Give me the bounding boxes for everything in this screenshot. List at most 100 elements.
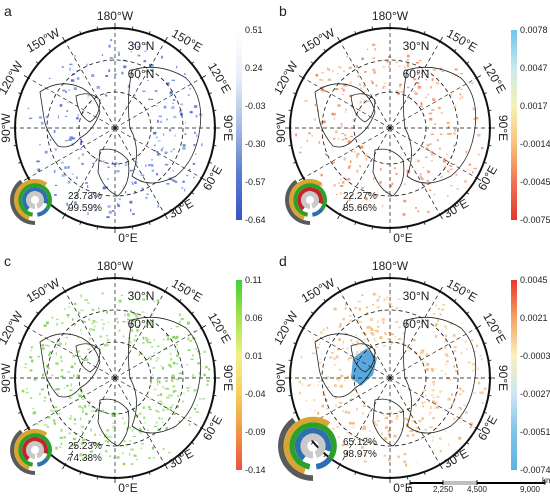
colorbar xyxy=(511,280,517,470)
lat-label-30n: 30°N xyxy=(128,39,155,53)
lat-label-60n: 60°N xyxy=(128,67,155,81)
lon-label-180w: 180°W xyxy=(372,259,409,273)
lat-label-30n: 30°N xyxy=(128,289,155,303)
meridian-line xyxy=(114,41,166,129)
inset-ring-chart xyxy=(10,429,53,475)
land-outline xyxy=(350,343,376,373)
colorbar-tick-label: -0.0027 xyxy=(520,389,550,399)
colorbar-tick-label: -0.57 xyxy=(245,177,266,187)
inset-percent-bottom: 98.97% xyxy=(343,449,377,460)
colorbar-tick-label: 0.24 xyxy=(245,63,263,73)
colorbar-tick-label: -0.64 xyxy=(245,215,266,225)
meridian-line xyxy=(114,127,166,215)
inset-percent-top: 25.23% xyxy=(68,441,102,452)
colorbar xyxy=(236,30,242,220)
lon-label-120e: 120°E xyxy=(480,310,509,345)
lon-label-90e: 90°E xyxy=(496,115,510,141)
land-outline xyxy=(39,83,101,148)
inset-percent-bottom: 85.66% xyxy=(343,203,377,214)
colorbar-tick-label: -0.0051 xyxy=(520,427,550,437)
lon-label-90w: 90°W xyxy=(0,363,13,393)
meridian-line xyxy=(389,327,477,379)
land-outline xyxy=(314,83,376,148)
meridian-line xyxy=(28,77,116,129)
meridian-line xyxy=(339,291,391,379)
inset-percent-top: 65.12% xyxy=(343,437,377,448)
colorbar-tick-label: -0.0003 xyxy=(520,351,550,361)
lon-label-90e: 90°E xyxy=(496,365,510,391)
colorbar-tick-label: 0.11 xyxy=(245,275,262,285)
lat-label-60n: 60°N xyxy=(403,317,430,331)
inset-percent-bottom: 74.38% xyxy=(68,453,102,464)
lon-label-30e: 30°E xyxy=(441,446,471,471)
meridian-line xyxy=(114,327,202,379)
meridian-line xyxy=(389,127,477,179)
inset-ring-chart xyxy=(10,179,53,225)
lon-label-30e: 30°E xyxy=(166,196,196,221)
lat-label-30n: 30°N xyxy=(403,289,430,303)
land-outline xyxy=(39,333,101,398)
colorbar-tick-label: 0.0045 xyxy=(520,275,548,285)
meridian-line xyxy=(114,377,166,465)
meridian-line xyxy=(389,127,441,215)
scale-label-2: 4,500 xyxy=(467,485,488,494)
meridian-line xyxy=(64,41,116,129)
inset-ring-chart xyxy=(285,179,328,225)
colorbar xyxy=(236,280,242,470)
meridian-line xyxy=(303,377,391,429)
meridian-line xyxy=(28,377,116,429)
meridian-line xyxy=(339,127,391,215)
land-outline xyxy=(75,343,101,373)
land-outline xyxy=(97,398,130,447)
colorbar-tick-label: -0.09 xyxy=(245,427,266,437)
lon-label-60e: 60°E xyxy=(475,413,500,443)
lon-label-0e: 0°E xyxy=(118,481,137,495)
lon-label-120e: 120°E xyxy=(480,60,509,95)
colorbar-tick-label: -0.30 xyxy=(245,139,266,149)
meridian-line xyxy=(389,377,477,429)
lon-label-60e: 60°E xyxy=(200,413,225,443)
lon-label-90w: 90°W xyxy=(275,363,288,393)
land-outline xyxy=(75,93,101,123)
lat-label-30n: 30°N xyxy=(403,39,430,53)
colorbar-tick-label: 0.0021 xyxy=(520,313,548,323)
lon-label-0e: 0°E xyxy=(393,481,412,495)
latitude-circle xyxy=(46,309,184,447)
scale-bar: 0 2,250 4,500 9,000 km xyxy=(408,476,550,494)
meridian-line xyxy=(114,291,166,379)
lat-label-60n: 60°N xyxy=(128,317,155,331)
panel-d: d 180°W 150°W 150°E 120°W 120°E 90°W 90°E 60°E 30… xyxy=(275,250,550,500)
meridian-line xyxy=(64,291,116,379)
colorbar-tick-label: -0.03 xyxy=(245,101,266,111)
meridian-line xyxy=(303,127,391,179)
lon-label-180w: 180°W xyxy=(372,9,409,23)
meridian-line xyxy=(114,377,202,429)
inset-percent-top: 22.27% xyxy=(343,191,377,202)
colorbar-tick-label: 0.01 xyxy=(245,351,263,361)
meridian-line xyxy=(389,377,441,465)
meridian-line xyxy=(339,377,391,465)
latitude-circle xyxy=(321,309,459,447)
meridian-line xyxy=(389,41,441,129)
lon-label-90w: 90°W xyxy=(0,113,13,143)
lon-label-120e: 120°E xyxy=(205,60,234,95)
lon-label-180w: 180°W xyxy=(97,9,134,23)
meridian-line xyxy=(114,77,202,129)
colorbar-tick-label: -0.0014 xyxy=(520,139,550,149)
scale-unit: km xyxy=(542,476,550,485)
inset-ring-chart xyxy=(277,416,337,481)
lon-label-30e: 30°E xyxy=(166,446,196,471)
lon-label-150e: 150°E xyxy=(169,276,204,305)
inset-percent-bottom: 99.59% xyxy=(68,203,102,214)
lon-label-150w: 150°W xyxy=(299,25,338,56)
lon-label-0e: 0°E xyxy=(393,231,412,245)
land-outline xyxy=(350,93,376,123)
lon-label-150e: 150°E xyxy=(169,26,204,55)
colorbar-tick-label: 0.0017 xyxy=(520,101,548,111)
lon-label-150w: 150°W xyxy=(299,275,338,306)
land-outline xyxy=(314,333,376,398)
lon-label-90w: 90°W xyxy=(275,113,288,143)
